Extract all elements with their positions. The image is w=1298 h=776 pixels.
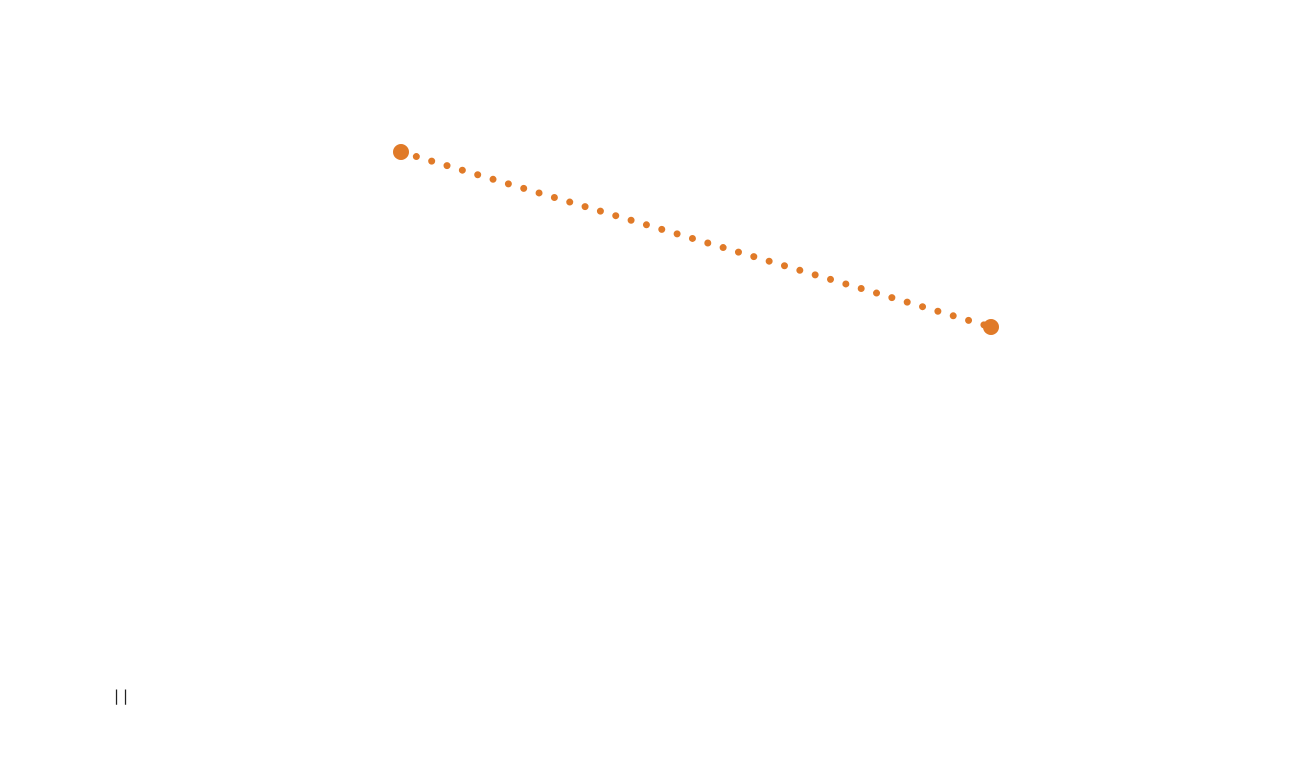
dotted-connector-line[interactable] xyxy=(397,148,995,331)
connector-start-handle[interactable] xyxy=(393,144,409,160)
connector-end-handle[interactable] xyxy=(983,319,999,335)
pause-icon: || xyxy=(112,687,131,705)
dotted-connector[interactable] xyxy=(393,144,999,335)
